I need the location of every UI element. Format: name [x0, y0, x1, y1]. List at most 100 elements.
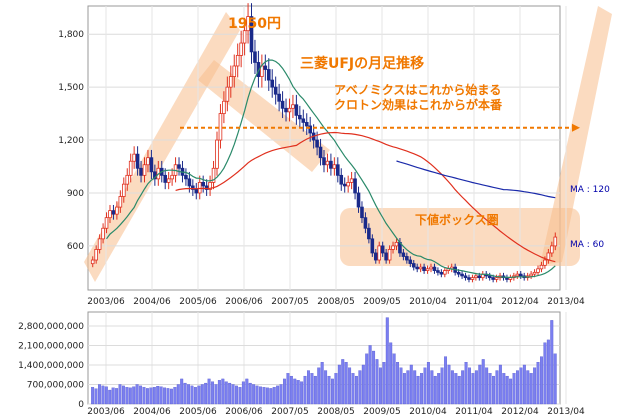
candle-body: [208, 181, 212, 190]
ma-60-label: MA : 60: [570, 240, 604, 250]
candle-body: [125, 174, 130, 185]
volume-bar: [492, 375, 495, 405]
candle-body: [418, 266, 423, 270]
volume-bar: [457, 375, 461, 405]
price-x-tick-label: 2008/05: [317, 297, 354, 307]
candle-body: [90, 259, 95, 265]
volume-bar: [142, 387, 146, 405]
candle-body: [211, 167, 216, 183]
candle-body: [215, 139, 219, 169]
volume-bar: [286, 373, 290, 405]
grid-lines: [88, 6, 567, 405]
chart-title: 三菱UFJの月足推移: [300, 55, 424, 72]
volume-bar: [255, 385, 259, 405]
volume-bar: [180, 378, 184, 405]
candle-body: [298, 114, 302, 120]
price-x-tick-label: 2011/04: [455, 297, 493, 307]
price-x-tick-label: 2007/05: [271, 297, 308, 307]
ma-120-label: MA : 120: [570, 185, 610, 195]
candle-body: [439, 271, 444, 275]
candle-body: [394, 241, 399, 247]
candle-body: [401, 252, 406, 257]
volume-bar: [409, 364, 413, 405]
candle-body: [356, 192, 361, 208]
peak-price-label: 1950円: [228, 16, 281, 32]
volume-bar: [176, 384, 180, 405]
candle-body: [346, 181, 350, 187]
volume-bar: [313, 375, 317, 405]
volume-bar: [115, 388, 119, 405]
candle-body: [128, 160, 133, 176]
volume-bar: [447, 364, 451, 405]
volume-bar: [344, 362, 348, 405]
candle-body: [135, 153, 140, 169]
volume-bar: [334, 373, 338, 405]
volume-bar: [505, 375, 509, 405]
candle-body: [463, 275, 468, 279]
volume-bar: [351, 373, 355, 405]
candle-body: [467, 277, 471, 280]
candle-body: [94, 249, 98, 261]
volume-bar: [269, 388, 273, 405]
candle-body: [325, 160, 330, 166]
volume-bar: [402, 373, 406, 405]
candle-body: [101, 227, 105, 240]
candle-body: [373, 252, 378, 261]
volume-bar: [101, 385, 105, 405]
price-x-tick-label: 2012/04: [501, 297, 539, 307]
volume-bar: [474, 370, 478, 405]
volume-bar: [502, 373, 506, 405]
volume-bar: [307, 370, 310, 405]
volume-bar: [125, 387, 129, 405]
volume-bar: [183, 382, 187, 405]
volume-bar: [392, 353, 396, 405]
volume-bar: [104, 386, 108, 405]
volume-bar: [214, 384, 218, 405]
volume-bar: [485, 367, 489, 405]
volume-bar: [324, 370, 328, 405]
volume-bar: [166, 388, 170, 405]
candle-body: [387, 249, 392, 261]
volume-bar: [200, 384, 204, 405]
volume-bar: [382, 362, 386, 405]
price-x-tick-label: 2013/04: [547, 297, 585, 307]
volume-bar: [190, 385, 194, 405]
candle-body: [280, 100, 285, 109]
price-x-tick-label: 2006/06: [225, 297, 263, 307]
ma-60-line: [175, 131, 556, 263]
volume-bar: [440, 367, 444, 405]
candle-body: [377, 245, 382, 261]
volume-bar: [375, 359, 379, 405]
candle-body: [336, 164, 340, 176]
volume-bar: [378, 367, 382, 405]
volume-bar: [152, 387, 156, 405]
volume-bar: [495, 370, 499, 405]
volume-bar: [430, 370, 434, 405]
volume-bar: [361, 364, 365, 405]
volume-bar: [289, 375, 293, 405]
volume-bar: [169, 388, 173, 405]
volume-bar: [187, 384, 191, 405]
volume-x-tick-label: 2005/06: [179, 407, 217, 416]
volume-bar: [406, 370, 410, 405]
candle-body: [166, 178, 171, 183]
volume-bar: [433, 375, 437, 405]
candle-body: [149, 157, 154, 173]
volume-bar: [396, 362, 400, 405]
volume-bar: [207, 378, 211, 405]
volume-x-tick-label: 2008/05: [317, 407, 354, 416]
volume-bar: [516, 370, 519, 405]
volume-bar: [385, 317, 389, 405]
price-x-tick-label: 2009/05: [363, 297, 400, 307]
candle-body: [197, 181, 202, 194]
candle-body: [322, 157, 326, 166]
price-x-tick-label: 2005/06: [179, 297, 217, 307]
volume-x-tick-label: 2009/05: [363, 407, 400, 416]
candle-body: [470, 277, 475, 280]
volume-bar: [468, 367, 471, 405]
volume-bar: [272, 387, 276, 405]
candle-body: [536, 268, 540, 273]
price-tick-label: 1,800: [58, 30, 84, 40]
candle-body: [204, 185, 209, 190]
volume-bar: [461, 370, 465, 405]
